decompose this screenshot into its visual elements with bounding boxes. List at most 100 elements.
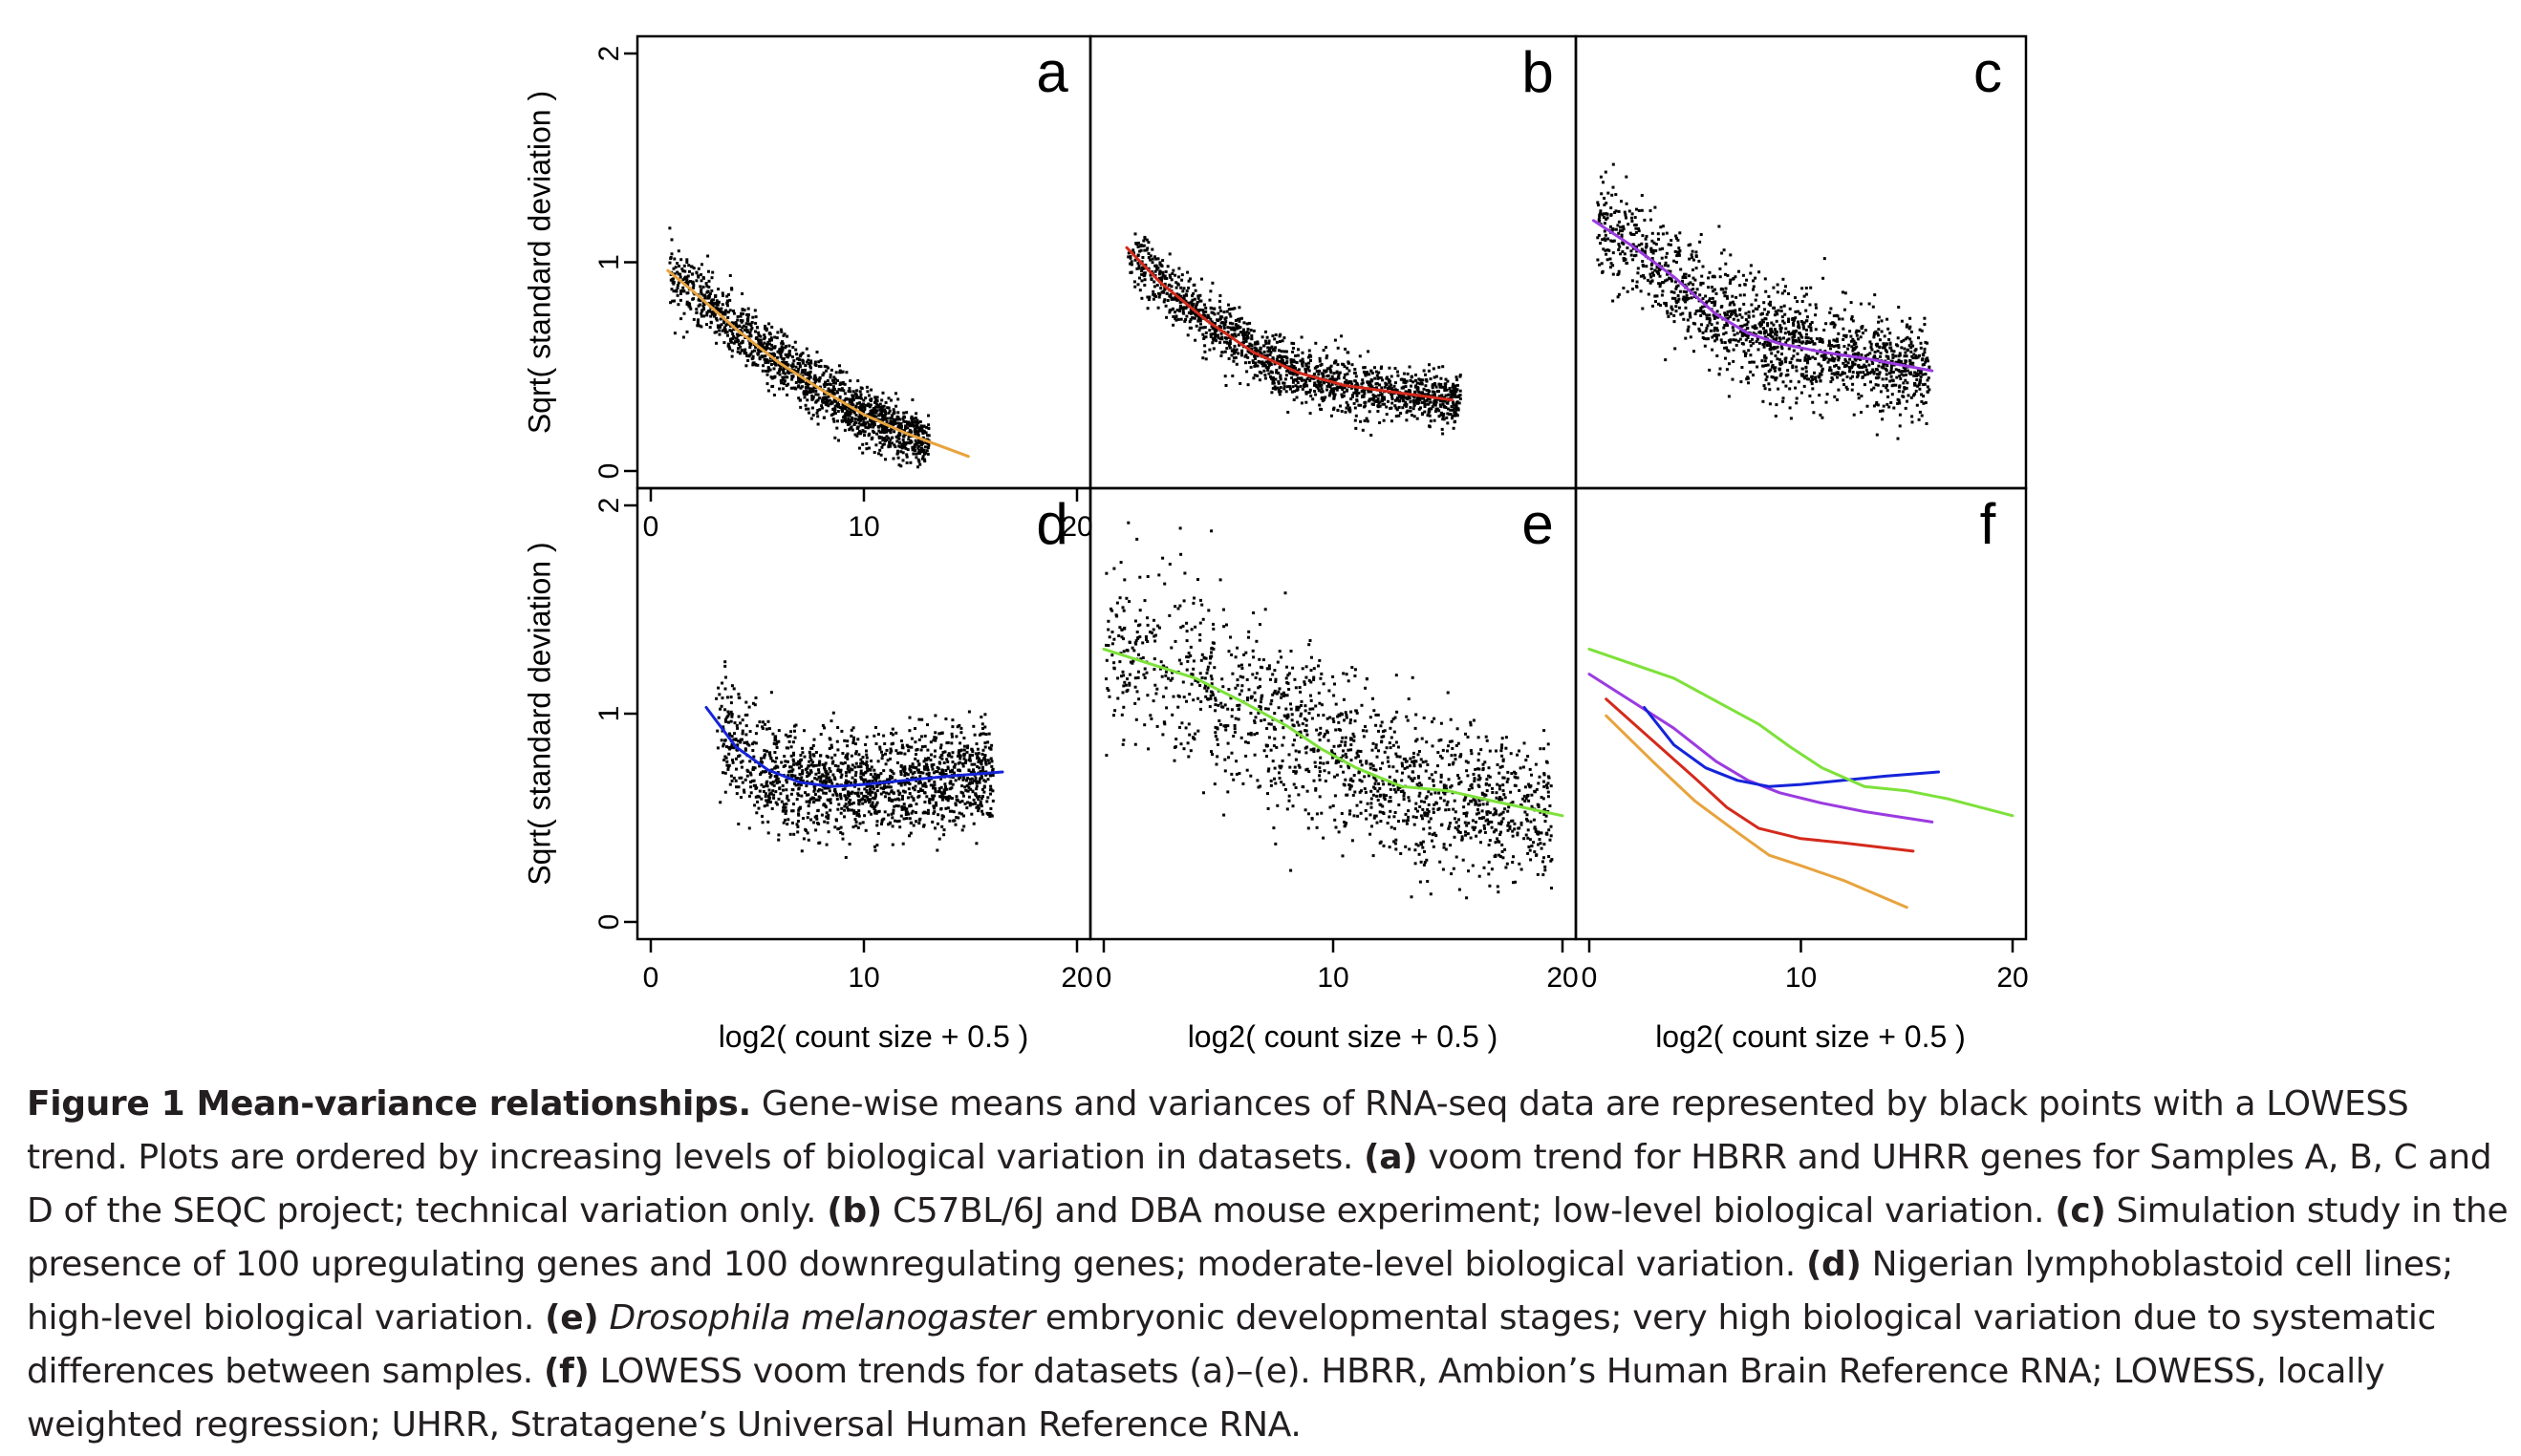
- data-point: [1155, 268, 1159, 271]
- data-point: [947, 752, 951, 756]
- data-point: [814, 393, 818, 396]
- data-point: [762, 346, 765, 350]
- data-point: [1901, 370, 1905, 373]
- data-point: [1923, 323, 1927, 326]
- data-point: [1643, 218, 1647, 222]
- data-point: [1301, 364, 1304, 368]
- data-point: [1297, 368, 1301, 372]
- data-point: [724, 323, 728, 327]
- data-point: [1283, 354, 1287, 358]
- data-point: [1420, 396, 1424, 400]
- data-point: [1884, 362, 1887, 366]
- data-point: [809, 417, 813, 420]
- data-point: [845, 409, 849, 413]
- data-point: [1773, 369, 1777, 373]
- data-point: [1314, 393, 1318, 396]
- data-point: [1620, 235, 1624, 239]
- data-point: [1771, 364, 1775, 367]
- data-point: [1880, 319, 1884, 323]
- data-point: [1677, 297, 1681, 301]
- data-point: [838, 364, 841, 368]
- data-point: [884, 428, 888, 431]
- data-point: [1891, 379, 1895, 383]
- data-point: [1765, 312, 1769, 316]
- data-point: [1280, 355, 1283, 359]
- data-point: [932, 804, 936, 808]
- data-point: [789, 745, 793, 749]
- data-point: [1420, 413, 1424, 417]
- data-point: [1643, 251, 1647, 255]
- data-point: [906, 422, 909, 426]
- data-point: [1203, 326, 1207, 330]
- data-point: [916, 434, 920, 437]
- data-point: [892, 408, 895, 412]
- data-point: [1175, 292, 1179, 296]
- data-point: [1302, 360, 1305, 364]
- data-point: [1854, 358, 1858, 362]
- data-point: [1918, 381, 1922, 385]
- data-point: [1778, 374, 1782, 377]
- data-point: [761, 814, 764, 818]
- data-point: [1855, 329, 1859, 332]
- data-point: [763, 337, 766, 341]
- data-point: [1663, 301, 1667, 305]
- data-point: [713, 302, 717, 305]
- data-point: [1676, 284, 1680, 288]
- data-point: [913, 424, 916, 428]
- data-point: [1301, 351, 1304, 354]
- data-point: [1701, 297, 1705, 301]
- data-point: [1215, 329, 1218, 332]
- data-point: [978, 766, 981, 770]
- data-point: [927, 414, 930, 418]
- data-point: [1876, 383, 1880, 387]
- data-point: [1917, 336, 1920, 340]
- data-point: [923, 460, 927, 463]
- data-point: [1819, 379, 1822, 383]
- data-point: [1605, 252, 1608, 256]
- data-point: [1140, 279, 1144, 283]
- data-point: [1300, 401, 1304, 405]
- data-point: [1754, 298, 1757, 302]
- data-point: [847, 406, 851, 410]
- data-point: [924, 431, 928, 435]
- data-point: [854, 414, 858, 417]
- data-point: [1272, 347, 1276, 351]
- data-point: [1884, 367, 1887, 371]
- data-point: [1450, 390, 1454, 394]
- data-point: [1859, 371, 1862, 375]
- data-point: [1404, 381, 1408, 385]
- data-point: [1852, 413, 1856, 417]
- data-point: [851, 808, 853, 812]
- y-tick-label: 0: [593, 463, 625, 480]
- data-point: [1440, 394, 1444, 397]
- data-point: [1213, 329, 1217, 332]
- data-point: [1662, 281, 1666, 285]
- data-point: [814, 772, 818, 776]
- data-point: [672, 267, 676, 270]
- data-point: [1294, 371, 1297, 375]
- data-point: [792, 832, 796, 836]
- data-point: [1766, 340, 1770, 344]
- data-point: [1732, 338, 1735, 342]
- data-point: [718, 309, 722, 312]
- data-point: [686, 291, 690, 295]
- data-point: [1703, 311, 1706, 315]
- data-point: [1129, 270, 1132, 274]
- data-point: [1887, 372, 1891, 375]
- data-point: [1781, 277, 1785, 281]
- data-point: [1837, 367, 1841, 370]
- data-point: [732, 334, 736, 338]
- data-point: [1649, 263, 1653, 267]
- data-point: [1723, 311, 1727, 315]
- data-point: [729, 339, 732, 343]
- data-point: [764, 354, 767, 358]
- data-point: [913, 443, 916, 447]
- data-point: [1348, 410, 1352, 414]
- data-point: [1829, 369, 1833, 372]
- data-point: [751, 701, 755, 705]
- data-point: [1141, 256, 1145, 259]
- data-point: [1670, 305, 1673, 309]
- data-point: [846, 796, 850, 800]
- data-point: [871, 412, 874, 415]
- data-point: [838, 369, 842, 373]
